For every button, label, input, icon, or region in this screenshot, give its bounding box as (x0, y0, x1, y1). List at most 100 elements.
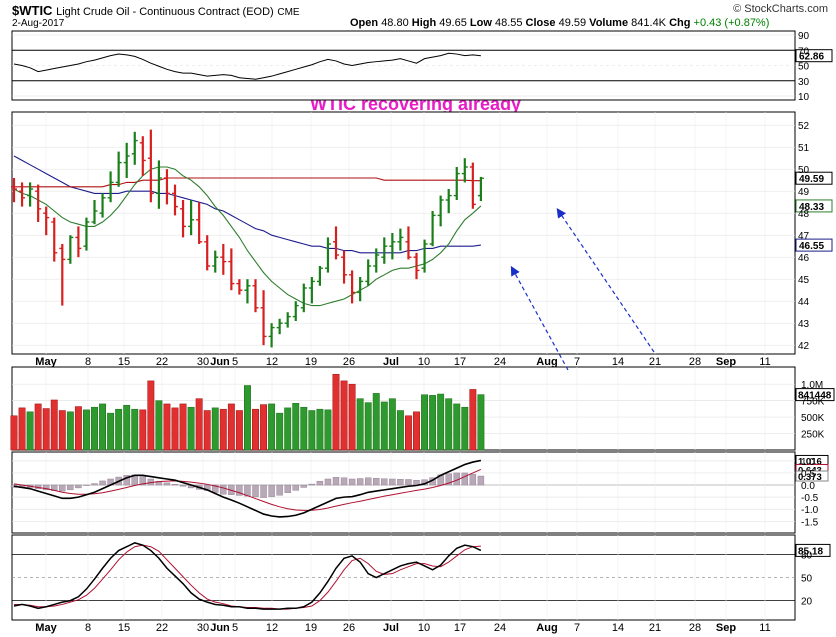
macd-histogram-bar (163, 482, 171, 486)
price-bar (228, 248, 235, 291)
volume-bar (429, 395, 437, 451)
chart-date: 2-Aug-2017 (12, 18, 65, 29)
x-axis-label-bottom: 30 (197, 622, 209, 634)
price-bar (357, 277, 364, 302)
macd-histogram-bar (26, 484, 34, 488)
x-axis-label-bottom: 10 (418, 622, 430, 634)
macd-tick-label: 0.0 (801, 481, 815, 492)
volume-bar (380, 401, 388, 451)
macd-badge (795, 463, 829, 475)
annotation-text: WTIC recovering already (310, 94, 522, 114)
volume-bar (356, 398, 364, 451)
volume-bar (413, 411, 420, 451)
macd-histogram-bar (212, 484, 219, 493)
price-tick-label: 50 (798, 165, 810, 176)
volume-bar (195, 398, 203, 451)
volume-legend: ■ Volume 841,448 (14, 370, 104, 382)
price-bar (397, 228, 404, 251)
volume-bar (227, 403, 235, 451)
price-bar (260, 290, 267, 346)
macd-histogram-bar (453, 472, 460, 486)
x-axis-label-bottom: 12 (266, 622, 278, 634)
price-bar (11, 178, 17, 203)
price-bar (453, 167, 460, 200)
low-value: 48.55 (494, 17, 523, 29)
volume-badge-label: 841448 (798, 391, 832, 402)
x-axis-label: May (35, 356, 57, 368)
volume-bar (276, 412, 284, 451)
x-axis-label-bottom: 15 (118, 622, 130, 634)
price-bar (349, 270, 356, 304)
sto-label: Full STO %K(14,3) %D(3) (28, 538, 155, 550)
x-axis-label: 14 (612, 356, 624, 368)
macd-histogram-bar (131, 474, 138, 486)
x-axis-label: 24 (494, 356, 506, 368)
macd-tick-label: 1.0 (801, 457, 815, 468)
price-bar (212, 250, 219, 273)
price-bar (123, 142, 130, 178)
volume-panel-value: 841,448 (63, 370, 104, 382)
price-bar (139, 136, 146, 176)
price-bar (220, 244, 227, 275)
close-badge-label: 49.59 (799, 174, 824, 185)
x-axis-label: Sep (716, 356, 736, 368)
ma10-label: MA(10) (26, 149, 60, 160)
price-bar (437, 195, 444, 227)
macd-histogram-bar (99, 480, 106, 486)
volume-badge (795, 388, 835, 402)
macd-badge (795, 454, 829, 466)
x-axis-label: 15 (118, 356, 130, 368)
volume-bar (292, 403, 300, 451)
price-bar (300, 283, 307, 313)
x-axis-label-bottom: 19 (305, 622, 317, 634)
price-bar (469, 162, 476, 209)
macd-badge-label: 1.016 (798, 456, 822, 467)
macd-histogram-bar (260, 484, 267, 498)
rsi-legend: RSI(14) 62.86 (14, 33, 83, 45)
macd-histogram-bar (437, 474, 444, 486)
annotation-arrow-1 (510, 265, 569, 371)
price-bar (180, 200, 187, 238)
high-label: High (411, 17, 437, 29)
price-bar (75, 226, 82, 258)
price-bar (51, 217, 58, 262)
x-axis-label-bottom: 17 (454, 622, 466, 634)
price-bar (429, 211, 436, 247)
x-axis-label-bottom: Sep (716, 622, 736, 634)
macd-histogram-bar (43, 484, 50, 491)
x-axis-label: 22 (156, 356, 168, 368)
volume-bar (163, 403, 171, 451)
rsi-tick-label: 90 (798, 31, 810, 42)
volume-bar (477, 394, 485, 451)
macd-tick-label: -1.5 (801, 517, 819, 528)
volume-bar (179, 403, 187, 451)
macd-histogram-bar (445, 473, 452, 486)
macd-badge-label: 0.373 (798, 472, 822, 483)
price-bar (204, 235, 211, 271)
ma50-value: 46.55 (62, 127, 88, 138)
price-bar (389, 233, 396, 260)
price-bar (324, 237, 331, 273)
price-bar (405, 226, 412, 260)
price-tick-label: 48 (798, 209, 810, 220)
macd-histogram-bar (365, 477, 372, 486)
open-value: 48.80 (381, 17, 409, 29)
x-axis-label: 12 (266, 356, 278, 368)
price-tick-label: 44 (798, 297, 810, 308)
price-bar (365, 259, 372, 286)
price-tick-label: 42 (798, 341, 810, 352)
volume-bar (83, 409, 90, 451)
ma-line-ma50 (13, 155, 481, 254)
volume-bar (123, 404, 131, 451)
price-bar (316, 266, 323, 286)
volume-bar (139, 409, 147, 451)
price-bar (131, 131, 138, 165)
volume-bar (171, 407, 179, 451)
annotation-arrow-2 (556, 208, 655, 353)
macd-histogram-bar (59, 484, 66, 492)
price-bar (284, 312, 291, 328)
macd-histogram-bar (195, 484, 203, 490)
price-bar (19, 182, 26, 207)
volume-panel-label: Volume (23, 370, 61, 382)
macd-histogram-bar (356, 478, 364, 486)
